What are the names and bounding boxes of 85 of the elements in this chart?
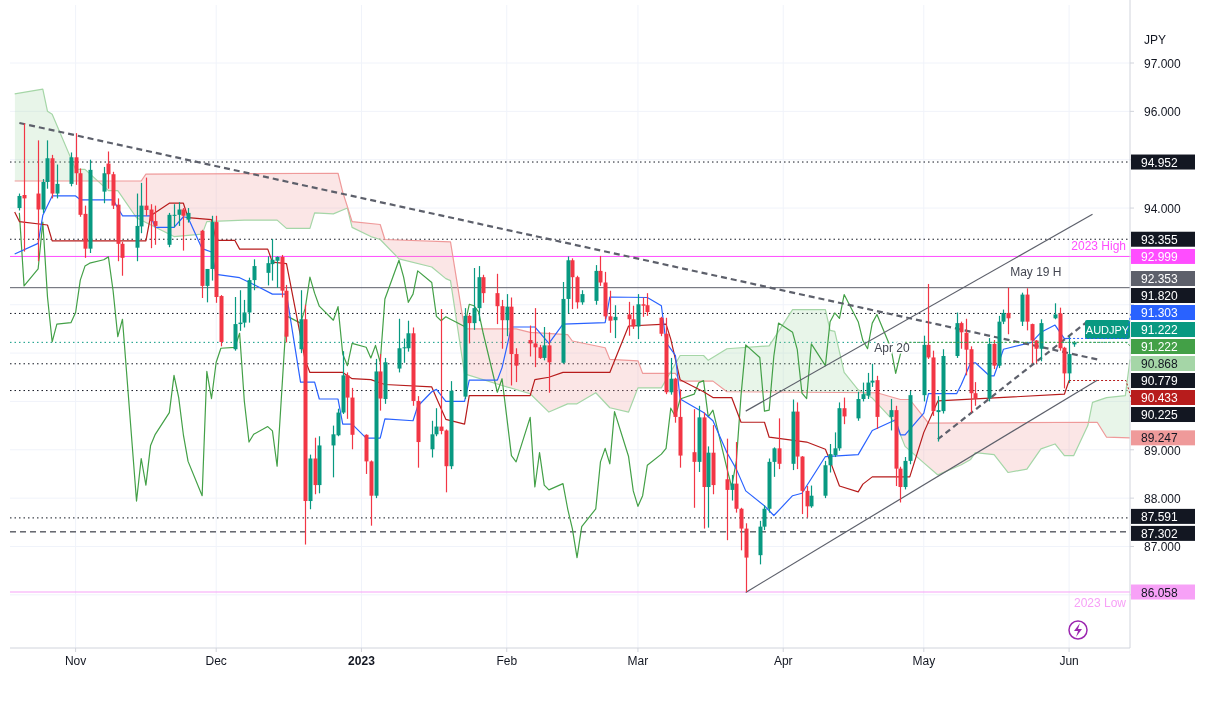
ref-line-label: 93.355: [1141, 232, 1179, 247]
candlestick: [144, 176, 149, 217]
candlestick: [725, 438, 730, 541]
candlestick: [505, 293, 510, 337]
candlestick: [345, 371, 350, 420]
candlestick: [627, 301, 632, 337]
ref-line-label: 87.591: [1141, 509, 1179, 524]
candlestick: [481, 274, 486, 304]
candlestick: [598, 255, 603, 287]
ref-line-label: 90.225: [1141, 408, 1179, 423]
candlestick: [608, 290, 613, 334]
candlestick: [889, 398, 894, 432]
candlestick: [805, 485, 810, 519]
y-tick-label: 88.000: [1144, 492, 1182, 507]
candlestick: [467, 313, 472, 345]
candlestick: [645, 292, 650, 317]
candlestick: [106, 150, 111, 190]
candlestick: [631, 305, 636, 330]
y-tick-label: 87.000: [1144, 540, 1182, 555]
candlestick: [1030, 323, 1035, 364]
candlestick: [514, 347, 519, 383]
candlestick: [959, 321, 964, 350]
ref-line-label: 86.058: [1141, 585, 1179, 600]
annotation: May 19 H: [1010, 264, 1062, 279]
x-tick-label: May: [912, 654, 936, 668]
x-tick-label: Nov: [64, 654, 87, 668]
ref-line-label: 91.222: [1141, 323, 1179, 338]
candlestick: [659, 316, 664, 337]
candlestick: [856, 391, 861, 422]
candlestick: [181, 207, 186, 252]
annotation: 90.433: [1141, 391, 1179, 406]
x-tick-label: Feb: [496, 654, 518, 668]
candlestick: [739, 507, 744, 551]
x-tick-label: Mar: [627, 654, 649, 668]
annotation: 2023 Low: [1073, 596, 1127, 611]
candlestick: [495, 273, 500, 325]
candlestick: [547, 331, 552, 394]
ref-line-label: 92.353: [1141, 272, 1179, 287]
annotation: 91.222: [1141, 340, 1179, 355]
annotation: 2023 High: [1071, 239, 1126, 254]
candlestick: [636, 293, 641, 340]
candlestick: [570, 257, 575, 310]
y-tick-label: 96.000: [1144, 105, 1182, 120]
candlestick: [275, 255, 280, 289]
candlestick: [177, 201, 182, 227]
candlestick: [205, 268, 210, 303]
candlestick: [1006, 287, 1011, 335]
candlestick: [149, 203, 154, 249]
candlestick: [992, 339, 997, 370]
candlestick: [692, 408, 697, 509]
ref-line-label: 92.999: [1141, 249, 1179, 264]
candlestick: [730, 474, 735, 502]
x-tick-label: Dec: [205, 654, 227, 668]
candlestick: [1067, 335, 1072, 384]
candlestick: [36, 139, 41, 262]
candlestick: [842, 396, 847, 425]
annotation: 91.303: [1141, 306, 1179, 321]
y-tick-label: 89.000: [1144, 443, 1182, 458]
ref-line-label: 91.820: [1141, 289, 1179, 304]
x-tick-label: 2023: [348, 654, 376, 668]
candlestick: [102, 166, 107, 204]
candlestick: [777, 417, 782, 470]
x-tick-label: Jun: [1059, 654, 1079, 668]
candlestick: [641, 296, 646, 318]
candlestick: [809, 484, 814, 509]
candlestick: [252, 258, 257, 291]
ref-line-label: 90.779: [1141, 374, 1179, 389]
ref-line-label: 94.952: [1141, 155, 1179, 170]
candlestick: [772, 446, 777, 478]
series-label: AUDJPY: [1085, 323, 1130, 336]
candlestick: [533, 307, 538, 368]
candlestick: [669, 357, 674, 396]
candlestick: [153, 205, 158, 246]
candlestick: [242, 299, 247, 329]
ref-line-label: 87.302: [1141, 526, 1179, 541]
y-axis-title: JPY: [1144, 33, 1167, 47]
candlestick: [472, 267, 477, 331]
candlestick: [926, 283, 931, 360]
y-tick-label: 94.000: [1144, 202, 1182, 217]
y-tick-label: 97.000: [1144, 57, 1182, 72]
annotation: 89.247: [1141, 431, 1179, 446]
x-tick-label: Apr: [773, 654, 793, 668]
candlestick: [500, 299, 505, 350]
candlestick: [55, 163, 60, 199]
annotation: 90.868: [1141, 357, 1179, 372]
